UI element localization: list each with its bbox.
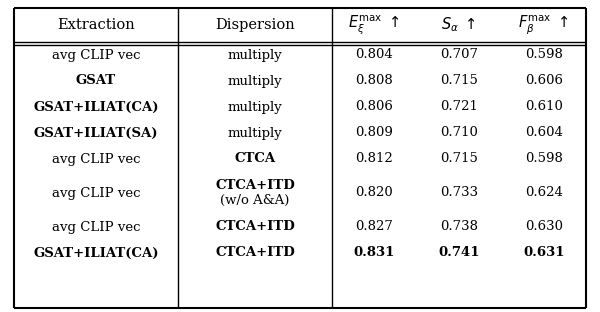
Text: 0.820: 0.820: [355, 187, 393, 199]
Text: avg CLIP vec: avg CLIP vec: [52, 187, 140, 199]
Text: multiply: multiply: [227, 48, 283, 61]
Text: multiply: multiply: [227, 100, 283, 114]
Text: 0.598: 0.598: [525, 153, 563, 165]
Text: Dispersion: Dispersion: [215, 18, 295, 32]
Text: 0.707: 0.707: [440, 48, 478, 61]
Text: 0.630: 0.630: [524, 221, 563, 233]
Text: 0.715: 0.715: [440, 75, 478, 87]
Text: 0.738: 0.738: [440, 221, 478, 233]
Text: $F_{\beta}^{\mathrm{max}}$ $\uparrow$: $F_{\beta}^{\mathrm{max}}$ $\uparrow$: [518, 13, 569, 37]
Text: GSAT+ILIAT(CA): GSAT+ILIAT(CA): [33, 246, 159, 260]
Text: 0.631: 0.631: [523, 246, 565, 260]
Text: (w/o A&A): (w/o A&A): [220, 194, 290, 207]
Text: GSAT+ILIAT(CA): GSAT+ILIAT(CA): [33, 100, 159, 114]
Text: 0.710: 0.710: [440, 126, 478, 139]
Text: multiply: multiply: [227, 126, 283, 139]
Text: CTCA+ITD: CTCA+ITD: [215, 179, 295, 192]
Text: avg CLIP vec: avg CLIP vec: [52, 153, 140, 165]
Text: 0.804: 0.804: [355, 48, 393, 61]
Text: CTCA+ITD: CTCA+ITD: [215, 221, 295, 233]
Text: 0.827: 0.827: [355, 221, 393, 233]
Text: 0.808: 0.808: [355, 75, 393, 87]
Text: $S_{\alpha}$ $\uparrow$: $S_{\alpha}$ $\uparrow$: [442, 16, 476, 34]
Text: multiply: multiply: [227, 75, 283, 87]
Text: 0.806: 0.806: [355, 100, 393, 114]
Text: CTCA+ITD: CTCA+ITD: [215, 246, 295, 260]
Text: 0.831: 0.831: [353, 246, 395, 260]
Text: $E_{\xi}^{\mathrm{max}}$ $\uparrow$: $E_{\xi}^{\mathrm{max}}$ $\uparrow$: [349, 13, 400, 37]
Text: 0.812: 0.812: [355, 153, 393, 165]
Text: 0.741: 0.741: [438, 246, 480, 260]
Text: GSAT+ILIAT(SA): GSAT+ILIAT(SA): [34, 126, 158, 139]
Text: 0.721: 0.721: [440, 100, 478, 114]
Text: Extraction: Extraction: [57, 18, 135, 32]
Text: CTCA: CTCA: [235, 153, 275, 165]
Text: 0.624: 0.624: [525, 187, 563, 199]
Text: avg CLIP vec: avg CLIP vec: [52, 221, 140, 233]
Text: 0.610: 0.610: [525, 100, 563, 114]
Text: 0.715: 0.715: [440, 153, 478, 165]
Text: 0.733: 0.733: [440, 187, 478, 199]
Text: avg CLIP vec: avg CLIP vec: [52, 48, 140, 61]
Text: GSAT: GSAT: [76, 75, 116, 87]
Text: 0.606: 0.606: [524, 75, 563, 87]
Text: 0.809: 0.809: [355, 126, 393, 139]
Text: 0.604: 0.604: [525, 126, 563, 139]
Text: 0.598: 0.598: [525, 48, 563, 61]
